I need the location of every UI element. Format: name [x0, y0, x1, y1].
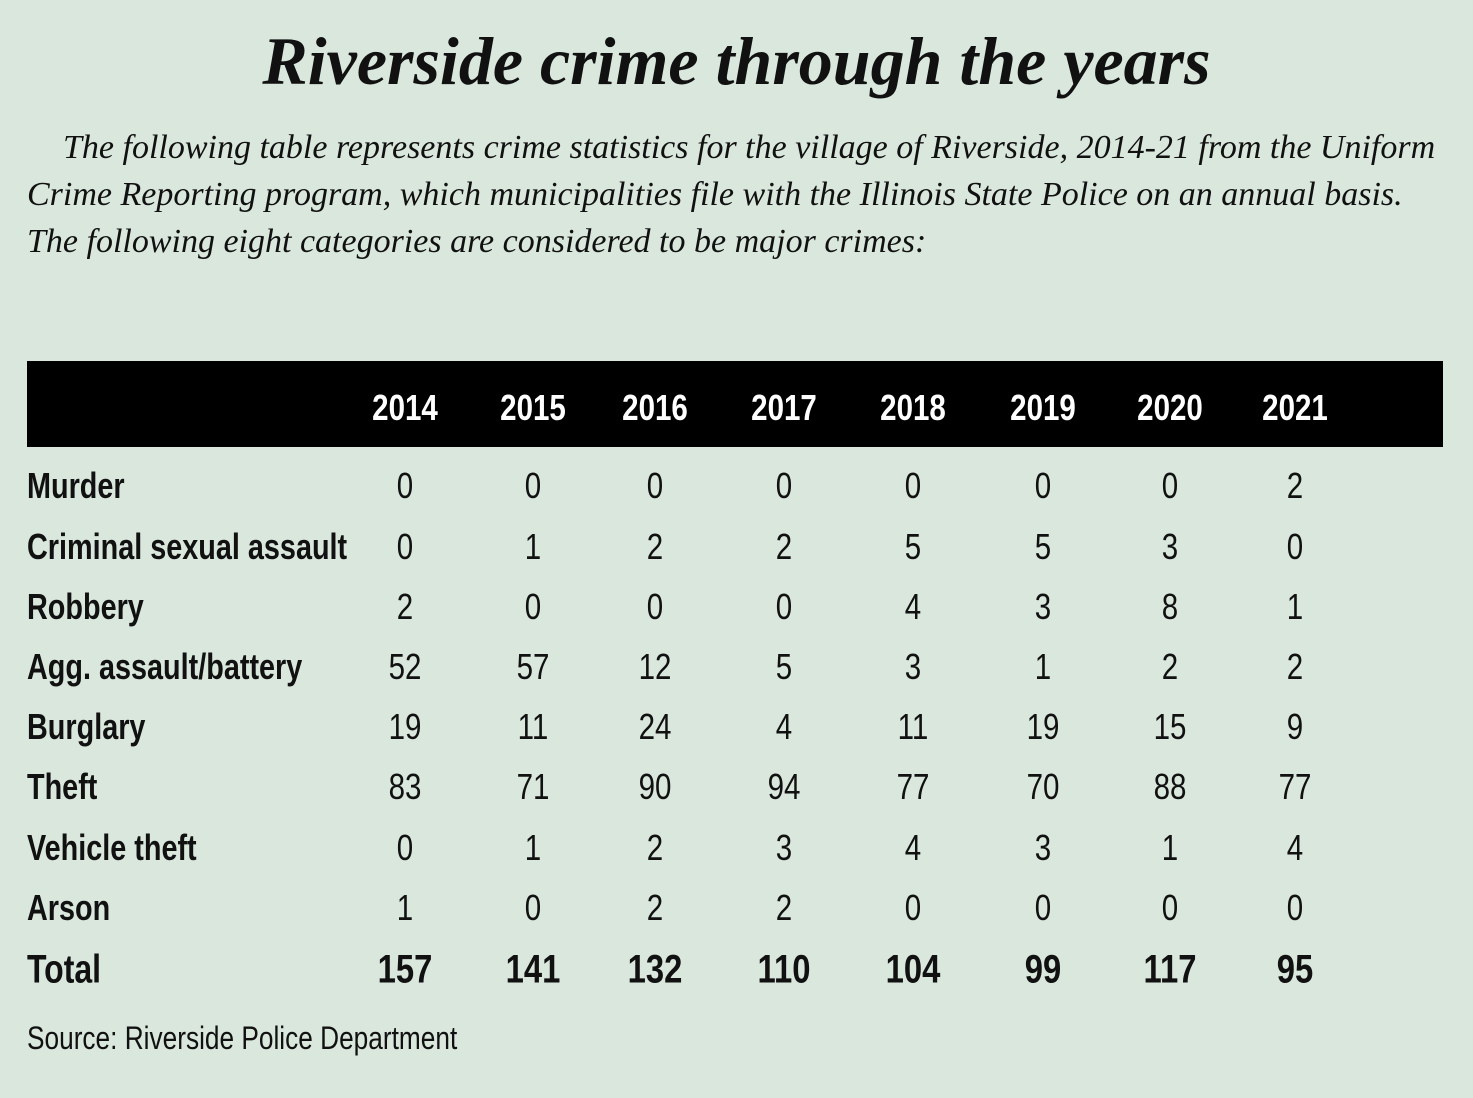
cell: 2 — [1286, 465, 1304, 506]
row-label: Agg. assault/battery — [27, 646, 303, 687]
cell: 83 — [388, 766, 422, 807]
row-label: Vehicle theft — [27, 827, 197, 868]
row-label: Arson — [27, 887, 111, 928]
cell: 0 — [524, 586, 542, 627]
total-cell: 110 — [757, 947, 811, 992]
cell: 0 — [396, 465, 414, 506]
row-label: Burglary — [27, 706, 146, 747]
cell: 0 — [524, 887, 542, 928]
cell: 71 — [516, 766, 550, 807]
row-label: Theft — [27, 766, 98, 807]
cell: 77 — [1278, 766, 1312, 807]
row-label: Murder — [27, 465, 125, 506]
cell: 52 — [388, 646, 422, 687]
row-label: Robbery — [27, 586, 144, 627]
cell: 3 — [904, 646, 922, 687]
total-cell: 95 — [1276, 947, 1314, 992]
cell: 5 — [904, 526, 922, 567]
cell: 11 — [517, 706, 549, 747]
column-header: 2018 — [880, 387, 946, 428]
total-cell: 132 — [627, 947, 683, 992]
total-cell: 104 — [885, 947, 941, 992]
column-header: 2020 — [1137, 387, 1203, 428]
column-header: 2014 — [372, 387, 438, 428]
cell: 3 — [775, 827, 793, 868]
cell: 0 — [1034, 465, 1052, 506]
cell: 88 — [1153, 766, 1187, 807]
cell: 0 — [396, 827, 414, 868]
cell: 11 — [897, 706, 929, 747]
cell: 1 — [1161, 827, 1179, 868]
cell: 0 — [646, 586, 664, 627]
cell: 12 — [638, 646, 672, 687]
total-cell: 157 — [377, 947, 433, 992]
cell: 15 — [1153, 706, 1187, 747]
cell: 1 — [1034, 646, 1052, 687]
cell: 5 — [775, 646, 793, 687]
cell: 2 — [646, 887, 664, 928]
column-header: 2017 — [751, 387, 817, 428]
cell: 94 — [767, 766, 801, 807]
cell: 0 — [775, 586, 793, 627]
cell: 4 — [775, 706, 793, 747]
column-header: 2016 — [622, 387, 688, 428]
cell: 0 — [1286, 526, 1304, 567]
cell: 3 — [1161, 526, 1179, 567]
cell: 5 — [1034, 526, 1052, 567]
cell: 0 — [775, 465, 793, 506]
cell: 0 — [1161, 465, 1179, 506]
column-header: 2021 — [1262, 387, 1328, 428]
cell: 0 — [904, 465, 922, 506]
cell: 2 — [396, 586, 414, 627]
header-bar — [27, 361, 1443, 447]
cell: 2 — [646, 827, 664, 868]
cell: 4 — [904, 586, 922, 627]
cell: 77 — [896, 766, 930, 807]
intro: The following table represents crime sta… — [27, 129, 1436, 260]
cell: 0 — [1286, 887, 1304, 928]
cell: 19 — [388, 706, 422, 747]
cell: 24 — [638, 706, 672, 747]
cell: 1 — [1286, 586, 1304, 627]
cell: 0 — [646, 465, 664, 506]
cell: 70 — [1026, 766, 1060, 807]
cell: 0 — [396, 526, 414, 567]
column-header: 2019 — [1010, 387, 1076, 428]
cell: 0 — [1161, 887, 1179, 928]
title: Riverside crime through the years — [262, 23, 1211, 99]
cell: 2 — [646, 526, 664, 567]
cell: 1 — [396, 887, 414, 928]
cell: 3 — [1034, 827, 1052, 868]
cell: 2 — [775, 887, 793, 928]
cell: 8 — [1161, 586, 1179, 627]
cell: 0 — [904, 887, 922, 928]
source: Source: Riverside Police Department — [27, 1020, 458, 1056]
total-cell: 99 — [1024, 947, 1062, 992]
cell: 1 — [524, 526, 542, 567]
row-label: Criminal sexual assault — [27, 526, 348, 567]
cell: 1 — [524, 827, 542, 868]
cell: 2 — [775, 526, 793, 567]
total-cell: 117 — [1143, 947, 1197, 992]
cell: 57 — [516, 646, 550, 687]
cell: 3 — [1034, 586, 1052, 627]
column-header: 2015 — [500, 387, 566, 428]
cell: 90 — [638, 766, 672, 807]
cell: 0 — [1034, 887, 1052, 928]
cell: 4 — [1286, 827, 1304, 868]
cell: 19 — [1026, 706, 1060, 747]
cell: 2 — [1161, 646, 1179, 687]
cell: 9 — [1286, 706, 1304, 747]
cell: 4 — [904, 827, 922, 868]
cell: 0 — [524, 465, 542, 506]
total-cell: 141 — [505, 947, 561, 992]
total-label: Total — [27, 947, 102, 992]
cell: 2 — [1286, 646, 1304, 687]
